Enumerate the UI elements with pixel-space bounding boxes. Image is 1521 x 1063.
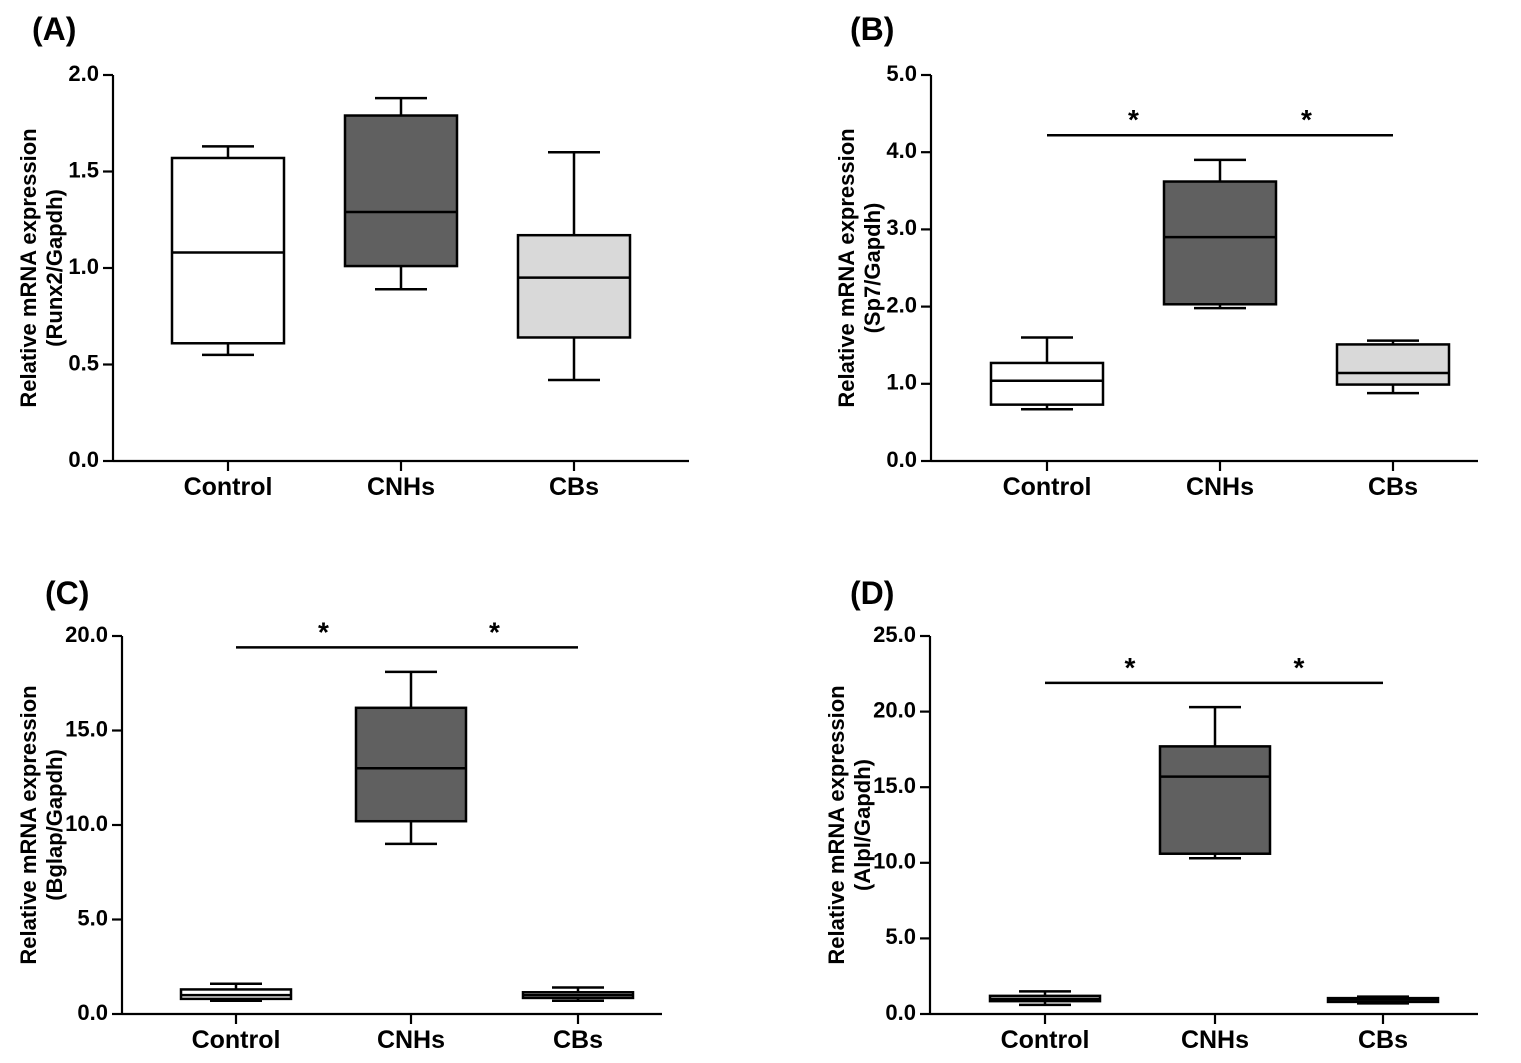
y-axis-label-unit: (Sp7/Gapdh) xyxy=(860,203,885,334)
y-tick-label: 20.0 xyxy=(65,622,108,647)
y-tick-label: 0.5 xyxy=(68,350,99,375)
significance-star: * xyxy=(1301,104,1312,135)
panel-c: (C) Relative mRNA expression (Bglap/Gapdh)… xyxy=(16,575,662,1054)
box-control xyxy=(989,336,1105,411)
y-axis-label: Relative mRNA expression xyxy=(834,128,859,407)
y-tick-label: 2.0 xyxy=(68,61,99,86)
box-control xyxy=(170,145,286,357)
box-iqr xyxy=(354,706,468,823)
y-axis-label-unit: (Runx2/Gapdh) xyxy=(42,189,67,347)
y-tick-label: 3.0 xyxy=(886,215,917,240)
box-cbs xyxy=(516,150,632,382)
y-tick-label: 0.0 xyxy=(885,1000,916,1025)
y-tick-label: 5.0 xyxy=(885,924,916,949)
y-tick-label: 0.0 xyxy=(68,447,99,472)
box-iqr xyxy=(343,114,459,268)
x-tick-label-cbs: CBs xyxy=(549,473,599,501)
x-tick-label-cbs: CBs xyxy=(553,1026,603,1054)
x-tick-label-control: Control xyxy=(1001,1026,1090,1054)
x-tick-label-cnhs: CNHs xyxy=(1186,473,1254,501)
significance-star: * xyxy=(1294,652,1305,683)
panel-d: (D) Relative mRNA expression (Alpl/Gapdh) 0… xyxy=(824,575,1478,1054)
x-tick-label-control: Control xyxy=(184,473,273,501)
y-axis-label-unit: (Alpl/Gapdh) xyxy=(850,759,875,891)
box-cbs xyxy=(1335,339,1451,395)
box-iqr xyxy=(170,156,286,345)
y-tick-label: 0.0 xyxy=(77,1000,108,1025)
panel-label: (A) xyxy=(32,11,76,47)
y-tick-label: 20.0 xyxy=(873,697,916,722)
x-tick-label-cnhs: CNHs xyxy=(367,473,435,501)
panel-label: (D) xyxy=(850,575,894,611)
y-tick-label: 2.0 xyxy=(886,292,917,317)
y-tick-label: 5.0 xyxy=(77,905,108,930)
box-cbs xyxy=(521,986,635,1003)
box-iqr xyxy=(1162,180,1278,306)
box-iqr xyxy=(1158,745,1272,855)
y-tick-label: 15.0 xyxy=(65,716,108,741)
y-tick-label: 1.5 xyxy=(68,157,99,182)
panel-label: (B) xyxy=(850,11,894,47)
panel-b: (B) Relative mRNA expression (Sp7/Gapdh) 0.… xyxy=(834,11,1478,501)
box-cbs xyxy=(1326,995,1440,1005)
y-tick-label: 5.0 xyxy=(886,61,917,86)
y-tick-label: 0.0 xyxy=(886,447,917,472)
y-tick-label: 4.0 xyxy=(886,138,917,163)
box-iqr xyxy=(989,361,1105,406)
box-cnhs xyxy=(1162,158,1278,310)
x-tick-label-control: Control xyxy=(1003,473,1092,501)
significance-star: * xyxy=(1125,652,1136,683)
y-axis-label-unit: (Bglap/Gapdh) xyxy=(42,749,67,901)
box-cnhs xyxy=(1158,705,1272,860)
box-control xyxy=(988,990,1102,1007)
y-tick-label: 10.0 xyxy=(65,811,108,836)
significance-star: * xyxy=(1128,104,1139,135)
x-tick-label-cbs: CBs xyxy=(1368,473,1418,501)
y-tick-label: 15.0 xyxy=(873,773,916,798)
x-tick-label-control: Control xyxy=(192,1026,281,1054)
y-tick-label: 10.0 xyxy=(873,849,916,874)
panel-a: (A) Relative mRNA expression (Runx2/Gapdh)… xyxy=(16,11,689,501)
y-tick-label: 25.0 xyxy=(873,622,916,647)
x-tick-label-cnhs: CNHs xyxy=(377,1026,445,1054)
box-iqr xyxy=(516,233,632,339)
significance-star: * xyxy=(489,616,500,647)
panel-label: (C) xyxy=(45,575,89,611)
y-axis-label: Relative mRNA expression xyxy=(16,128,41,407)
y-axis-label: Relative mRNA expression xyxy=(824,685,849,964)
y-tick-label: 1.0 xyxy=(68,254,99,279)
y-tick-label: 1.0 xyxy=(886,370,917,395)
box-control xyxy=(179,982,293,1003)
significance-star: * xyxy=(318,616,329,647)
box-iqr xyxy=(1335,343,1451,386)
box-cnhs xyxy=(343,96,459,291)
x-tick-label-cbs: CBs xyxy=(1358,1026,1408,1054)
y-axis-label: Relative mRNA expression xyxy=(16,685,41,964)
box-cnhs xyxy=(354,670,468,846)
x-tick-label-cnhs: CNHs xyxy=(1181,1026,1249,1054)
